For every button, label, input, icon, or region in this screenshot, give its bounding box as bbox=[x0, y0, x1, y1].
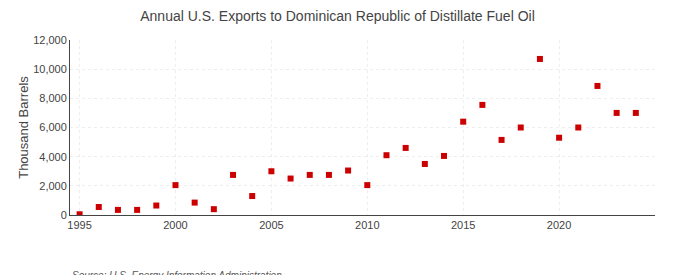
svg-text:10,000: 10,000 bbox=[33, 63, 67, 75]
svg-text:1995: 1995 bbox=[67, 219, 91, 231]
svg-text:2000: 2000 bbox=[163, 219, 187, 231]
svg-text:12,000: 12,000 bbox=[33, 34, 67, 46]
svg-text:2015: 2015 bbox=[451, 219, 475, 231]
svg-text:0: 0 bbox=[61, 209, 67, 221]
svg-text:4,000: 4,000 bbox=[39, 151, 67, 163]
svg-text:Source: U.S. Energy Informatio: Source: U.S. Energy Information Administ… bbox=[72, 270, 282, 275]
svg-text:6,000: 6,000 bbox=[39, 121, 67, 133]
svg-text:2,000: 2,000 bbox=[39, 180, 67, 192]
svg-text:Annual U.S. Exports to Dominic: Annual U.S. Exports to Dominican Republi… bbox=[140, 8, 535, 24]
svg-text:Thousand Barrels: Thousand Barrels bbox=[16, 76, 31, 179]
svg-text:2020: 2020 bbox=[547, 219, 571, 231]
svg-text:8,000: 8,000 bbox=[39, 92, 67, 104]
svg-text:2005: 2005 bbox=[259, 219, 283, 231]
svg-text:2010: 2010 bbox=[355, 219, 379, 231]
